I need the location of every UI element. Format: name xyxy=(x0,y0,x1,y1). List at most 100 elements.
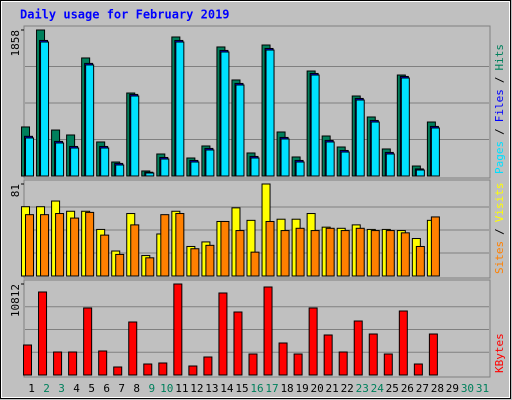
legend-separator: / xyxy=(493,228,506,235)
bar xyxy=(115,164,125,177)
chart-title: Daily usage for February 2019 xyxy=(20,8,230,22)
bar xyxy=(113,366,123,376)
bar xyxy=(430,127,440,177)
bar xyxy=(325,227,335,277)
bar xyxy=(70,217,80,277)
bar xyxy=(220,51,230,177)
bar xyxy=(173,283,183,376)
bar xyxy=(428,333,438,376)
bar xyxy=(40,41,50,177)
bar xyxy=(248,353,258,376)
bar xyxy=(190,248,200,277)
bar xyxy=(115,253,125,277)
x-tick-label: 13 xyxy=(205,382,218,395)
bar xyxy=(278,342,288,376)
bar xyxy=(83,307,93,376)
x-tick-label: 17 xyxy=(265,382,278,395)
bar xyxy=(400,77,410,177)
x-tick-label: 8 xyxy=(133,382,140,395)
x-tick-label: 6 xyxy=(103,382,110,395)
bar xyxy=(280,138,290,177)
bar xyxy=(130,95,140,177)
bar xyxy=(415,169,425,177)
x-tick-label: 21 xyxy=(326,382,339,395)
legend-separator: / xyxy=(493,128,506,135)
bar xyxy=(128,321,138,376)
bar xyxy=(250,157,260,177)
legend-entry: KBytes xyxy=(493,333,506,373)
x-tick-label: 20 xyxy=(311,382,324,395)
bar xyxy=(23,344,33,376)
bar xyxy=(68,351,78,376)
x-tick-label: 11 xyxy=(175,382,188,395)
bar xyxy=(340,151,350,177)
x-tick-label: 18 xyxy=(280,382,293,395)
bar xyxy=(370,230,380,277)
x-tick-label: 15 xyxy=(235,382,248,395)
bar xyxy=(100,147,110,177)
x-tick-label: 3 xyxy=(58,382,65,395)
bar xyxy=(233,311,243,376)
x-tick-label: 14 xyxy=(220,382,234,395)
legend-entry: Files xyxy=(493,89,506,122)
x-tick-label: 25 xyxy=(386,382,399,395)
y-tick-label: 1858 xyxy=(9,30,22,57)
bar xyxy=(145,257,155,277)
x-tick-label: 5 xyxy=(88,382,95,395)
bar xyxy=(235,84,245,177)
bar xyxy=(295,161,305,177)
bar xyxy=(190,161,200,177)
x-tick-label: 2 xyxy=(43,382,50,395)
bar xyxy=(85,64,95,177)
bar xyxy=(55,213,65,277)
bar xyxy=(295,227,305,277)
bar xyxy=(175,213,185,277)
bar xyxy=(415,245,425,277)
x-tick-label: 1 xyxy=(28,382,35,395)
x-tick-label: 24 xyxy=(371,382,385,395)
bar xyxy=(355,99,365,177)
bar xyxy=(188,365,198,376)
bar xyxy=(160,214,170,277)
x-tick-label: 10 xyxy=(160,382,173,395)
bar xyxy=(370,121,380,177)
bar xyxy=(235,230,245,277)
bar xyxy=(160,158,170,177)
legend-entry: Hits xyxy=(493,44,506,71)
legend-separator: / xyxy=(493,77,506,84)
x-tick-label: 28 xyxy=(431,382,444,395)
x-tick-label: 7 xyxy=(118,382,125,395)
bar xyxy=(220,220,230,277)
bar xyxy=(353,320,363,376)
bar xyxy=(385,230,395,277)
bar xyxy=(175,41,185,177)
bar xyxy=(205,149,215,177)
x-tick-label: 4 xyxy=(73,382,80,395)
x-tick-label: 27 xyxy=(416,382,429,395)
bar xyxy=(310,230,320,277)
bar xyxy=(218,292,228,376)
legend-entry: Visits xyxy=(493,183,506,223)
x-tick-label: 29 xyxy=(446,382,459,395)
x-tick-label: 16 xyxy=(250,382,263,395)
bar xyxy=(308,307,318,376)
bar xyxy=(293,353,303,376)
bar xyxy=(53,351,63,376)
bar xyxy=(38,291,48,376)
bar xyxy=(280,230,290,277)
bar xyxy=(70,147,80,177)
bar xyxy=(85,211,95,277)
bar xyxy=(25,214,35,277)
y-tick-label: 81 xyxy=(9,184,22,197)
bar xyxy=(205,244,215,277)
bar xyxy=(355,227,365,277)
legend-entry: Pages xyxy=(493,141,506,174)
bar xyxy=(250,251,260,277)
bar xyxy=(55,142,65,177)
bar xyxy=(100,234,110,277)
x-tick-label: 9 xyxy=(148,382,155,395)
y-tick-label: 10812 xyxy=(9,284,22,317)
bar xyxy=(413,363,423,376)
bar xyxy=(143,363,153,376)
